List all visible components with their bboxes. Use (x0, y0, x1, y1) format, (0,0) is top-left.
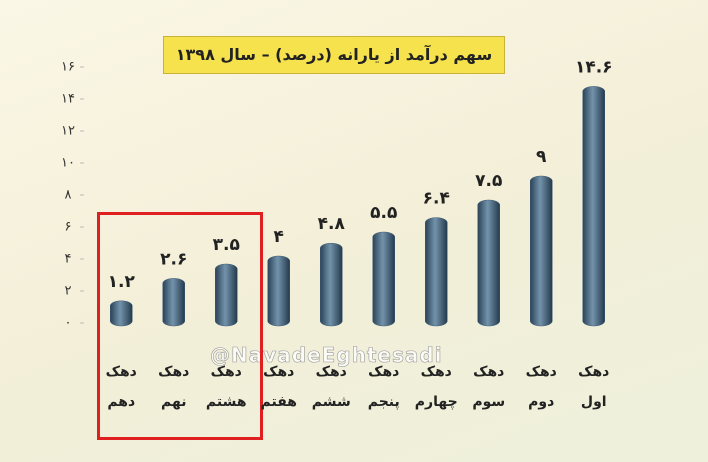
bar (162, 278, 185, 327)
x-tick-label: دهک نهم (158, 364, 190, 410)
chart-title: سهم درآمد از یارانه (درصد) – سال ۱۳۹۸ (163, 36, 505, 74)
bar (372, 231, 395, 327)
bar (582, 86, 605, 327)
bar (425, 217, 448, 327)
value-label: ۴.۸ (318, 214, 346, 234)
y-tick-label: ۶ (65, 220, 72, 235)
value-label: ۵.۵ (370, 203, 397, 223)
y-tick-label: ۰ (65, 316, 72, 331)
x-tick-label: دهک دوم (525, 364, 557, 410)
value-label: ۷.۵ (475, 171, 502, 191)
bar (477, 199, 500, 327)
x-tick-label: دهک هفتم (260, 364, 297, 410)
y-tick-label: ۱۰ (61, 156, 75, 171)
value-label: ۳.۵ (213, 235, 240, 255)
bar (110, 300, 133, 327)
y-tick-label: ۱۶ (61, 60, 75, 75)
x-tick-label: دهک اول (578, 364, 610, 410)
value-label: ۶.۴ (423, 189, 450, 209)
x-tick-label: دهک سوم (472, 364, 506, 410)
y-tick-label: ۱۲ (61, 124, 75, 139)
x-tick-label: دهک پنجم (367, 364, 400, 410)
y-tick-label: ۲ (65, 284, 72, 299)
value-label: ۱۴.۶ (575, 57, 613, 77)
y-tick-label: ۸ (65, 188, 72, 203)
bar (215, 263, 238, 327)
x-tick-label: دهک هشتم (205, 364, 247, 410)
x-tick-label: دهک چهارم (414, 364, 458, 410)
x-tick-label: دهک دهم (105, 364, 137, 410)
value-label: ۱.۲ (108, 272, 136, 292)
value-label: ۴ (274, 227, 284, 247)
y-tick-label: ۱۴ (61, 92, 75, 107)
value-label: ۹ (536, 147, 547, 167)
highlight-box (97, 212, 263, 440)
bar (267, 255, 290, 327)
value-label: ۲.۶ (160, 249, 187, 269)
bar (320, 242, 343, 327)
bar (530, 175, 553, 327)
x-tick-label: دهک ششم (311, 364, 351, 410)
watermark: @NavadeEghtesadi (210, 343, 443, 368)
y-tick-label: ۴ (65, 252, 72, 267)
